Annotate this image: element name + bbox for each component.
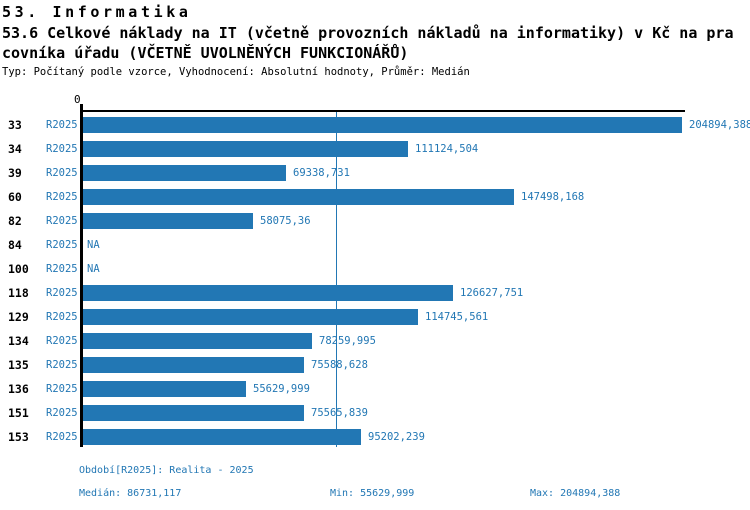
chart-row: 129 R2025 114745,561 — [0, 305, 750, 329]
chart-row: 39 R2025 69338,731 — [0, 161, 750, 185]
row-category-label: 82 — [8, 214, 22, 228]
bar-value-label: 95202,239 — [368, 431, 425, 443]
chart-row: 60 R2025 147498,168 — [0, 185, 750, 209]
bar — [83, 189, 514, 205]
row-category-label: 151 — [8, 406, 29, 420]
row-category-label: 84 — [8, 238, 22, 252]
chart-row: 34 R2025 111124,504 — [0, 137, 750, 161]
row-series-label: R2025 — [46, 311, 78, 323]
chart-row: 100 R2025 NA — [0, 257, 750, 281]
bar-value-label: 147498,168 — [521, 191, 585, 203]
bar — [83, 309, 418, 325]
footer-period: Období[R2025]: Realita - 2025 — [79, 465, 254, 476]
row-series-label: R2025 — [46, 119, 78, 131]
bar — [83, 357, 304, 373]
bar — [83, 117, 682, 133]
bar — [83, 429, 361, 445]
report-meta-line: Typ: Počítaný podle vzorce, Vyhodnocení:… — [2, 66, 470, 78]
x-axis-line — [80, 110, 685, 112]
row-na-label: NA — [87, 263, 100, 275]
report-section-title: 53. Informatika — [2, 3, 192, 21]
bar — [83, 405, 304, 421]
bar-value-label: 69338,731 — [293, 167, 350, 179]
median-gridline — [336, 112, 337, 447]
row-category-label: 100 — [8, 262, 29, 276]
row-series-label: R2025 — [46, 287, 78, 299]
bar-value-label: 204894,388 — [689, 119, 750, 131]
row-series-label: R2025 — [46, 263, 78, 275]
row-series-label: R2025 — [46, 239, 78, 251]
bar — [83, 285, 453, 301]
row-category-label: 34 — [8, 142, 22, 156]
bar-value-label: 58075,36 — [260, 215, 311, 227]
bar — [83, 213, 253, 229]
row-category-label: 33 — [8, 118, 22, 132]
row-category-label: 135 — [8, 358, 29, 372]
row-series-label: R2025 — [46, 407, 78, 419]
report-indicator-title-line1: 53.6 Celkové náklady na IT (včetně provo… — [2, 24, 734, 42]
row-series-label: R2025 — [46, 143, 78, 155]
row-category-label: 136 — [8, 382, 29, 396]
bar-value-label: 55629,999 — [253, 383, 310, 395]
row-category-label: 129 — [8, 310, 29, 324]
row-na-label: NA — [87, 239, 100, 251]
x-axis-zero-label: 0 — [74, 93, 81, 106]
bar-value-label: 75588,628 — [311, 359, 368, 371]
row-series-label: R2025 — [46, 191, 78, 203]
chart-row: 134 R2025 78259,995 — [0, 329, 750, 353]
bar — [83, 141, 408, 157]
chart-rows: 33 R2025 204894,388 34 R2025 111124,504 39 R202… — [0, 113, 750, 449]
footer-max: Max: 204894,388 — [530, 488, 621, 499]
footer-median: Medián: 86731,117 — [79, 488, 182, 499]
chart-row: 84 R2025 NA — [0, 233, 750, 257]
bar-value-label: 111124,504 — [415, 143, 479, 155]
bar — [83, 165, 286, 181]
chart-row: 151 R2025 75565,839 — [0, 401, 750, 425]
row-category-label: 118 — [8, 286, 29, 300]
bar — [83, 381, 246, 397]
row-category-label: 134 — [8, 334, 29, 348]
chart-row: 118 R2025 126627,751 — [0, 281, 750, 305]
row-series-label: R2025 — [46, 359, 78, 371]
bar-value-label: 126627,751 — [460, 287, 524, 299]
bar-chart: 0 33 R2025 204894,388 34 R2025 111124,504 39 R2… — [0, 90, 750, 452]
chart-row: 153 R2025 95202,239 — [0, 425, 750, 449]
row-series-label: R2025 — [46, 431, 78, 443]
row-category-label: 60 — [8, 190, 22, 204]
bar-value-label: 78259,995 — [319, 335, 376, 347]
report-indicator-title-line2: covníka úřadu (VČETNĚ UVOLNĚNÝCH FUNKCIO… — [2, 44, 409, 62]
chart-row: 33 R2025 204894,388 — [0, 113, 750, 137]
footer-min: Min: 55629,999 — [330, 488, 415, 499]
row-series-label: R2025 — [46, 335, 78, 347]
y-axis-line — [80, 104, 83, 447]
chart-row: 135 R2025 75588,628 — [0, 353, 750, 377]
bar — [83, 333, 312, 349]
chart-row: 82 R2025 58075,36 — [0, 209, 750, 233]
row-series-label: R2025 — [46, 215, 78, 227]
row-series-label: R2025 — [46, 167, 78, 179]
bar-value-label: 114745,561 — [425, 311, 489, 323]
row-category-label: 153 — [8, 430, 29, 444]
chart-row: 136 R2025 55629,999 — [0, 377, 750, 401]
bar-value-label: 75565,839 — [311, 407, 368, 419]
row-category-label: 39 — [8, 166, 22, 180]
row-series-label: R2025 — [46, 383, 78, 395]
